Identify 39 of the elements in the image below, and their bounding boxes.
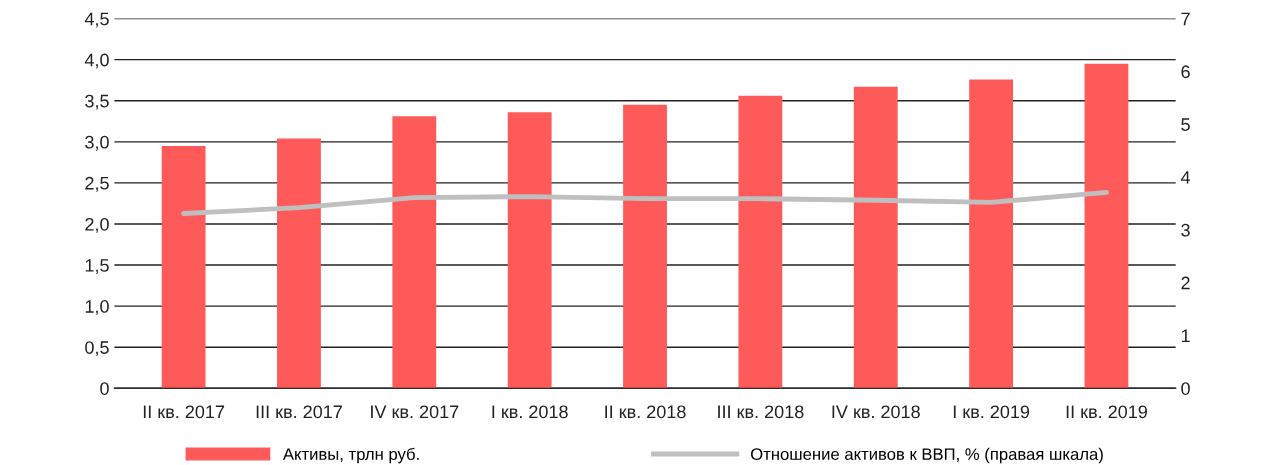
y-tick-label: 0,5 [85,341,109,357]
bar [277,138,321,389]
y2-tick-label: 6 [1181,65,1190,79]
y2-tick-label: 1 [1181,329,1190,343]
x-tick-label: II кв. 2017 [143,405,225,419]
y-tick-label: 4,5 [84,12,109,28]
x-tick-label: IV кв. 2018 [832,405,920,419]
y2-tick-label: 7 [1181,12,1190,26]
y2-tick-label: 3 [1181,223,1190,237]
legend-label: Отношение активов к ВВП, % (правая шкала) [751,447,1103,464]
bar [507,112,552,389]
y-tick-label: 1,0 [85,300,109,315]
x-tick-label: I кв. 2019 [953,405,1030,419]
y2-tick-label: 5 [1181,118,1190,131]
bar [161,145,206,389]
x-tick-label: IV кв. 2017 [371,405,459,419]
legend-label: Активы, трлн руб. [282,447,419,464]
y-tick-label: 2,0 [85,217,109,233]
y-tick-label: 3,5 [85,94,109,110]
bar [623,104,667,389]
y-tick-label: 0 [100,382,109,395]
y-tick-label: 2,5 [85,176,109,192]
bar [738,95,783,389]
x-tick-label: II кв. 2018 [605,405,686,419]
line-series [181,189,1109,216]
x-tick-label: III кв. 2017 [256,405,342,419]
y2-tick-label: 0 [1181,382,1190,395]
bar [969,79,1014,389]
y2-tick-label: 2 [1181,276,1190,290]
x-tick-label: II кв. 2019 [1066,405,1147,419]
y-tick-label: 3,0 [85,135,109,151]
bar [853,86,898,389]
x-tick-label: I кв. 2018 [492,405,568,419]
y-tick-label: 1,5 [85,259,109,274]
bar [1084,63,1129,389]
y-tick-label: 4,0 [84,53,109,69]
bar [392,116,437,389]
y2-tick-label: 4 [1180,171,1191,184]
x-tick-label: III кв. 2018 [718,405,804,419]
